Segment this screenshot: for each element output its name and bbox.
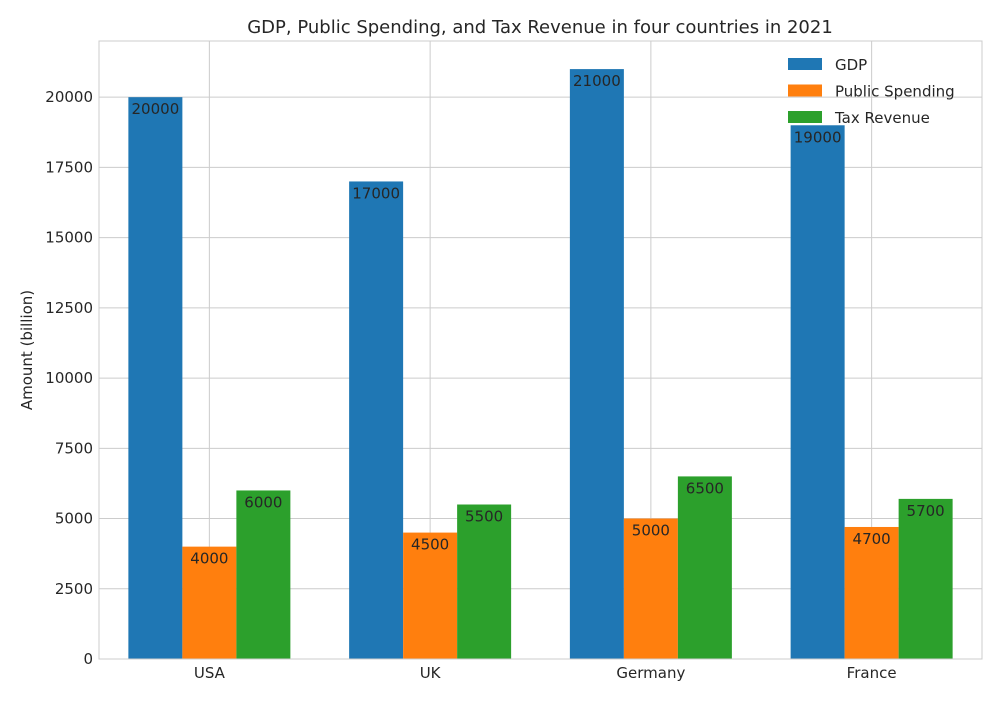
legend-label: GDP — [835, 56, 867, 74]
bar-value-label: 5700 — [907, 502, 945, 520]
x-tick-label: Germany — [616, 664, 685, 682]
axes: 0 2500 5000 7500 10000 12500 15000 17500 20000 US… — [45, 40, 983, 682]
y-tick-label: 2500 — [55, 580, 93, 598]
bar-gdp — [128, 97, 183, 659]
x-tick-label: USA — [194, 664, 226, 682]
y-tick-label: 12500 — [45, 299, 93, 317]
bar-public-spending — [844, 526, 899, 659]
bar-value-label: 21000 — [573, 72, 621, 90]
legend-swatch — [788, 111, 822, 123]
bar-value-label: 19000 — [794, 128, 842, 146]
y-axis-label: Amount (billion) — [18, 290, 36, 410]
bar-tax-revenue — [898, 498, 953, 659]
bar-public-spending — [623, 518, 678, 659]
legend-swatch — [788, 84, 822, 97]
bar-tax-revenue — [236, 490, 291, 659]
bar-public-spending — [182, 546, 237, 659]
bar-value-label: 17000 — [352, 184, 400, 202]
bar-value-label: 20000 — [132, 100, 180, 118]
bar-value-label: 6000 — [244, 493, 282, 511]
bar-gdp — [569, 69, 624, 659]
bar-gdp — [790, 125, 845, 660]
bar-tax-revenue — [677, 476, 732, 659]
x-tick-label: France — [847, 664, 897, 682]
y-tick-label: 7500 — [55, 439, 93, 457]
bar-gdp — [349, 181, 404, 660]
legend-label: Public Spending — [835, 83, 955, 101]
x-tick-label: UK — [420, 664, 442, 682]
legend-label: Tax Revenue — [834, 109, 930, 127]
data-labels: 20000 17000 21000 19000 4000 4500 5000 4700 6000… — [132, 72, 945, 568]
y-tick-label: 17500 — [45, 158, 93, 176]
plot-frame — [98, 40, 983, 660]
chart-title: GDP, Public Spending, and Tax Revenue in… — [247, 17, 833, 38]
bar-value-label: 4500 — [411, 536, 449, 554]
bar-tax-revenue — [457, 504, 512, 659]
legend: GDP Public Spending Tax Revenue — [788, 56, 955, 127]
bar-value-label: 5000 — [632, 522, 670, 540]
bar-public-spending — [403, 532, 458, 659]
bar-value-label: 4000 — [190, 550, 228, 568]
y-tick-label: 0 — [83, 650, 93, 668]
y-tick-label: 5000 — [55, 510, 93, 528]
y-tick-label: 15000 — [45, 229, 93, 247]
y-tick-label: 20000 — [45, 88, 93, 106]
bar-value-label: 6500 — [686, 479, 724, 497]
y-tick-label: 10000 — [45, 369, 93, 387]
bars — [128, 69, 953, 660]
bar-value-label: 5500 — [465, 508, 503, 526]
legend-swatch — [788, 58, 822, 70]
bar-value-label: 4700 — [853, 530, 891, 548]
